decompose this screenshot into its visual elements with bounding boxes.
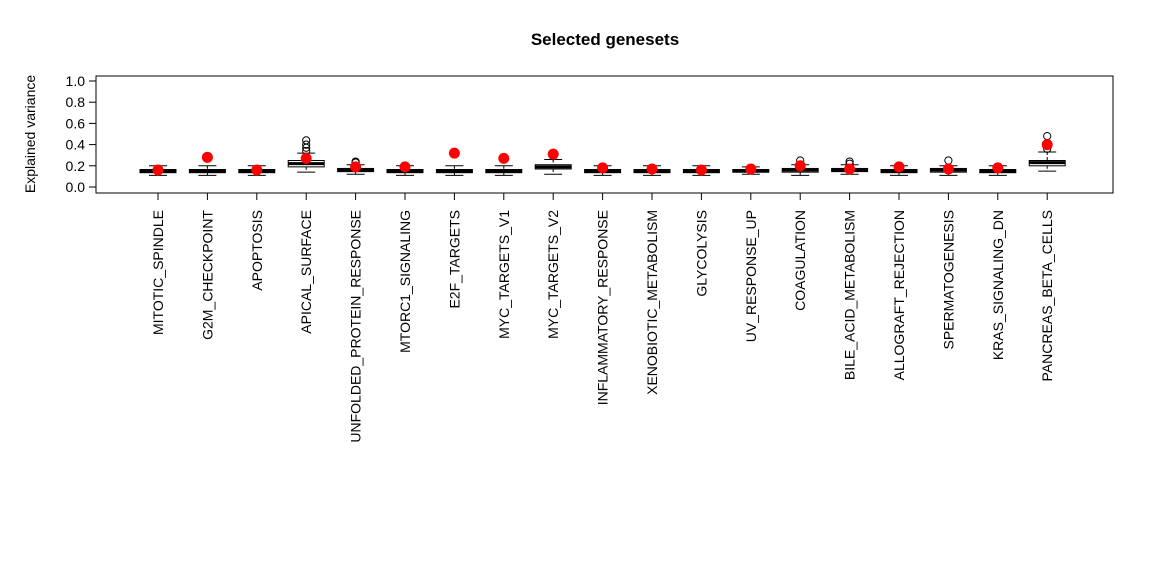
x-category-label: UV_RESPONSE_UP	[743, 210, 759, 342]
highlight-point	[547, 148, 559, 160]
y-axis-label: Explained variance	[22, 75, 38, 194]
x-category-label: COAGULATION	[792, 210, 808, 311]
highlight-point	[942, 163, 954, 175]
highlight-point	[992, 162, 1004, 174]
y-tick-label: 0.6	[66, 115, 86, 131]
outlier-point	[944, 156, 953, 165]
x-category-label: MYC_TARGETS_V2	[545, 210, 561, 339]
x-axis-labels: MITOTIC_SPINDLE G2M_CHECKPOINT APOPTOSIS AP…	[150, 192, 1055, 443]
x-category-label: ALLOGRAFT_REJECTION	[891, 210, 907, 380]
outlier-point	[1043, 132, 1052, 141]
x-category-label: PANCREAS_BETA_CELLS	[1039, 210, 1055, 381]
highlight-point	[498, 152, 510, 164]
x-category-label: SPERMATOGENESIS	[940, 210, 956, 350]
highlight-point	[1041, 139, 1053, 151]
points-layer	[152, 139, 1053, 176]
highlight-point	[152, 164, 164, 176]
highlight-point	[695, 164, 707, 176]
highlight-point	[300, 152, 312, 164]
highlight-point	[646, 163, 658, 175]
y-tick-label: 0.0	[66, 179, 86, 195]
outlier-point	[302, 140, 311, 149]
chart-title: Selected genesets	[531, 30, 679, 49]
x-category-label: APOPTOSIS	[249, 210, 265, 291]
y-axis: 0.0 0.2 0.4 0.6 0.8 1.0	[66, 73, 97, 195]
y-tick-label: 0.2	[66, 158, 86, 174]
box-e2f-targets	[435, 165, 473, 176]
x-category-label: GLYCOLYSIS	[693, 210, 709, 297]
y-tick-label: 0.8	[66, 94, 86, 110]
x-category-label: MYC_TARGETS_V1	[496, 210, 512, 339]
box-pancreas-beta-cells	[1028, 132, 1066, 172]
x-category-label: XENOBIOTIC_METABOLISM	[644, 210, 660, 395]
outlier-point	[302, 136, 311, 145]
x-category-label: KRAS_SIGNALING_DN	[990, 210, 1006, 360]
x-category-label: BILE_ACID_METABOLISM	[842, 210, 858, 380]
highlight-point	[745, 163, 757, 175]
x-category-label: UNFOLDED_PROTEIN_RESPONSE	[348, 210, 364, 443]
highlight-point	[794, 160, 806, 172]
x-category-label: E2F_TARGETS	[446, 210, 462, 309]
highlight-point	[448, 147, 460, 159]
highlight-point	[350, 161, 362, 173]
x-category-label: MTORC1_SIGNALING	[397, 210, 413, 353]
x-category-label: APICAL_SURFACE	[298, 210, 314, 334]
highlight-point	[201, 151, 213, 163]
box-myc-targets-v1	[485, 165, 523, 176]
highlight-point	[893, 161, 905, 173]
highlight-point	[251, 164, 263, 176]
y-tick-label: 0.4	[66, 137, 86, 153]
highlight-point	[597, 162, 609, 174]
x-category-label: G2M_CHECKPOINT	[199, 210, 215, 340]
y-tick-label: 1.0	[66, 73, 86, 89]
highlight-point	[844, 163, 856, 175]
highlight-point	[399, 161, 411, 173]
x-category-label: MITOTIC_SPINDLE	[150, 210, 166, 335]
x-category-label: INFLAMMATORY_RESPONSE	[595, 210, 611, 405]
box-g2m-checkpoint	[188, 165, 226, 176]
